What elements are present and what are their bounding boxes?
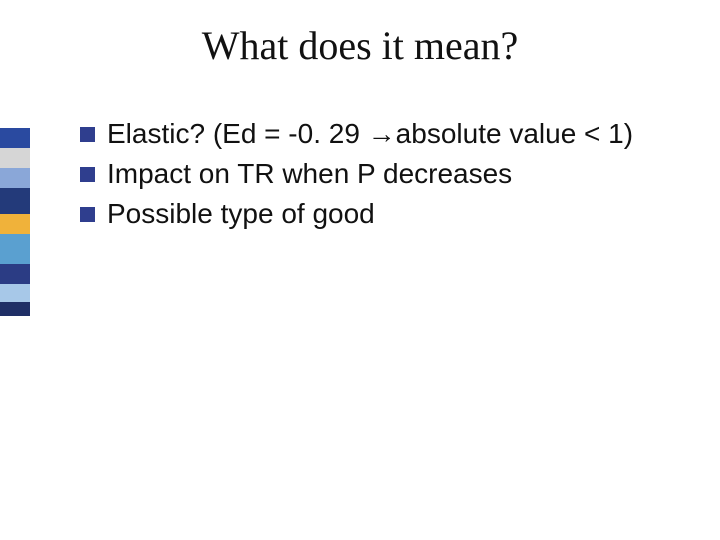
sidebar-block — [0, 234, 30, 264]
sidebar-block — [0, 188, 30, 214]
square-bullet-icon — [80, 207, 95, 222]
bullet-item: Possible type of good — [80, 195, 690, 233]
sidebar-block — [0, 128, 30, 148]
sidebar-block — [0, 214, 30, 234]
sidebar-block — [0, 264, 30, 284]
bullet-text: Elastic? (Ed = -0. 29 →absolute value < … — [107, 118, 633, 149]
square-bullet-icon — [80, 167, 95, 182]
slide-body: Elastic? (Ed = -0. 29 →absolute value < … — [80, 115, 690, 234]
sidebar-block — [0, 168, 30, 188]
sidebar-block — [0, 302, 30, 316]
slide: What does it mean? Elastic? (Ed = -0. 29… — [0, 0, 720, 540]
decorative-sidebar — [0, 128, 30, 316]
sidebar-block — [0, 284, 30, 302]
slide-title: What does it mean? — [0, 22, 720, 69]
bullet-item: Impact on TR when P decreases — [80, 155, 690, 193]
square-bullet-icon — [80, 127, 95, 142]
bullet-item: Elastic? (Ed = -0. 29 →absolute value < … — [80, 115, 690, 153]
bullet-text: Possible type of good — [107, 198, 375, 229]
bullet-text: Impact on TR when P decreases — [107, 158, 512, 189]
sidebar-block — [0, 148, 30, 168]
